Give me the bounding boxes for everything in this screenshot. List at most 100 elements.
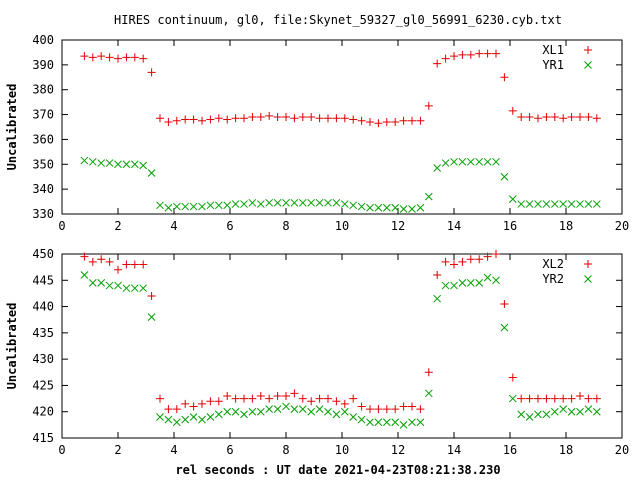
data-point-yr1	[181, 202, 190, 211]
x-tick-label: 14	[447, 443, 461, 457]
data-point-xl2	[80, 252, 89, 261]
data-point-yr1	[584, 200, 593, 208]
data-point-xl2	[206, 397, 215, 406]
data-point-xl1	[198, 116, 206, 125]
x-tick-label: 2	[114, 443, 121, 457]
data-point-yr1	[97, 159, 106, 167]
data-point-xl2	[122, 260, 131, 269]
data-point-xl2	[97, 255, 106, 264]
data-point-yr1	[290, 198, 299, 207]
data-point-yr1	[122, 160, 131, 169]
data-point-yr2	[416, 418, 425, 427]
data-point-xl2	[273, 391, 282, 400]
data-point-xl1	[567, 113, 576, 122]
data-point-xl1	[265, 111, 274, 120]
data-point-yr2	[256, 407, 265, 416]
data-point-xl1	[550, 113, 559, 122]
data-point-yr2	[324, 407, 332, 416]
data-point-yr1	[105, 159, 114, 167]
data-point-yr2	[374, 418, 383, 427]
y-tick-label: 415	[32, 431, 54, 445]
data-point-xl2	[265, 394, 274, 403]
data-point-yr2	[483, 273, 492, 282]
data-point-xl2	[424, 368, 433, 377]
data-point-xl2	[282, 391, 290, 400]
x-tick-label: 16	[503, 443, 517, 457]
data-point-xl1	[475, 49, 484, 58]
data-point-xl1	[408, 116, 416, 125]
data-point-xl2	[525, 394, 534, 403]
data-point-yr1	[391, 203, 400, 212]
data-point-xl1	[80, 52, 89, 61]
y-tick-label: 330	[32, 207, 54, 221]
data-point-yr2	[458, 279, 467, 287]
data-point-yr2	[517, 410, 526, 419]
data-point-yr2	[114, 281, 122, 290]
data-point-xl2	[198, 399, 206, 408]
plot-frame	[61, 39, 623, 215]
data-point-yr1	[198, 202, 206, 211]
data-point-xl2	[349, 394, 358, 403]
data-point-xl2	[433, 271, 442, 280]
data-point-xl2	[130, 260, 139, 269]
data-point-xl1	[273, 113, 282, 122]
y-tick-label: 445	[32, 273, 54, 287]
data-point-xl1	[424, 101, 433, 110]
data-point-yr2	[357, 415, 366, 424]
data-point-xl1	[483, 49, 492, 58]
data-point-yr2	[139, 284, 148, 293]
data-point-xl2	[248, 394, 257, 403]
x-tick-label: 16	[503, 219, 517, 233]
data-point-xl1	[592, 114, 601, 123]
data-point-yr2	[223, 407, 232, 416]
x-tick-label: 18	[559, 219, 573, 233]
data-point-yr2	[542, 410, 551, 419]
data-point-yr1	[147, 169, 156, 177]
plot-frame	[61, 253, 623, 439]
data-point-yr2	[206, 413, 215, 421]
x-tick-label: 6	[226, 219, 233, 233]
data-point-yr1	[80, 156, 89, 165]
data-point-yr1	[576, 200, 584, 208]
data-point-yr2	[231, 407, 240, 416]
data-point-yr1	[139, 161, 148, 170]
data-point-yr1	[349, 201, 358, 210]
data-point-yr2	[265, 405, 274, 413]
x-axis-label: rel seconds : UT date 2021-04-23T08:21:3…	[175, 463, 500, 477]
data-point-xl1	[517, 113, 526, 122]
data-point-yr2	[550, 407, 559, 416]
data-point-yr1	[231, 200, 240, 208]
data-point-xl2	[189, 402, 198, 411]
series-XL2	[80, 250, 601, 414]
data-point-xl1	[147, 68, 156, 77]
data-point-xl1	[139, 54, 148, 63]
data-point-xl1	[534, 114, 542, 123]
data-point-yr1	[433, 164, 442, 172]
data-point-xl2	[147, 292, 156, 301]
data-point-yr1	[332, 198, 341, 207]
data-point-xl1	[307, 113, 316, 122]
data-point-yr2	[366, 418, 374, 427]
data-point-yr2	[88, 279, 97, 287]
data-point-xl1	[130, 53, 139, 62]
data-point-yr1	[88, 157, 97, 166]
data-point-xl2	[534, 394, 542, 403]
data-point-yr2	[105, 281, 114, 290]
data-point-yr1	[172, 202, 181, 211]
data-point-xl1	[466, 50, 475, 59]
data-point-yr1	[315, 198, 324, 207]
data-point-yr1	[441, 159, 450, 167]
data-point-yr1	[492, 157, 500, 166]
data-point-yr2	[298, 405, 307, 413]
data-point-yr1	[156, 201, 164, 210]
data-point-yr1	[416, 203, 425, 212]
data-point-yr2	[122, 284, 131, 293]
data-point-xl2	[290, 389, 299, 398]
data-point-xl2	[483, 252, 492, 261]
data-point-xl2	[458, 257, 467, 266]
data-point-xl1	[156, 114, 164, 123]
y-tick-label: 340	[32, 182, 54, 196]
data-point-yr1	[324, 198, 332, 207]
x-tick-label: 14	[447, 219, 461, 233]
data-point-yr1	[265, 198, 274, 207]
